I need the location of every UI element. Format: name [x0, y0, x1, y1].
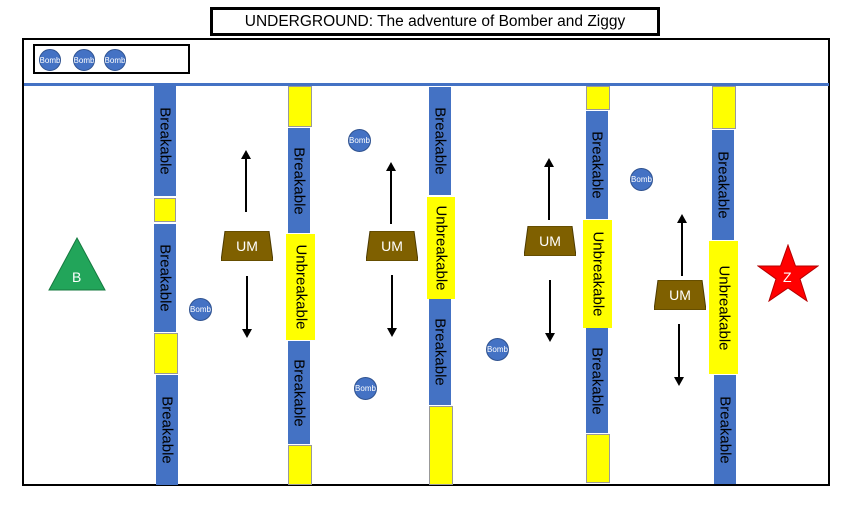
field-bomb: Bomb [486, 338, 509, 361]
inventory-bomb: Bomb [39, 49, 61, 71]
breakable-wall: Breakable [429, 87, 451, 195]
um-enemy: UM [221, 231, 273, 261]
empty-gap [154, 198, 176, 222]
unbreakable-wall: Unbreakable [583, 220, 612, 328]
unbreakable-wall: Unbreakable [427, 197, 455, 299]
up-arrow-icon [544, 158, 554, 220]
um-enemy-shape [524, 226, 576, 256]
empty-gap [288, 445, 312, 485]
um-enemy: UM [654, 280, 706, 310]
breakable-wall: Breakable [288, 128, 310, 233]
breakable-wall: Breakable [154, 86, 176, 196]
breakable-wall: Breakable [288, 341, 310, 444]
ziggy-star-icon [756, 243, 820, 303]
unbreakable-wall: Unbreakable [709, 241, 738, 374]
game-title: UNDERGROUND: The adventure of Bomber and… [210, 7, 660, 36]
field-bomb: Bomb [354, 377, 377, 400]
um-enemy: UM [366, 231, 418, 261]
inventory-bomb: Bomb [104, 49, 126, 71]
um-enemy-shape [366, 231, 418, 261]
breakable-wall: Breakable [712, 130, 734, 240]
bomber-player: B [48, 236, 106, 291]
empty-gap [586, 86, 610, 110]
bomber-label: B [72, 269, 82, 285]
up-arrow-icon [677, 214, 687, 276]
empty-gap [288, 86, 312, 127]
empty-gap [429, 406, 453, 485]
field-bomb: Bomb [630, 168, 653, 191]
breakable-wall: Breakable [586, 111, 608, 219]
ziggy-target: Z [756, 243, 820, 303]
empty-gap [154, 333, 178, 374]
breakable-wall: Breakable [429, 299, 451, 405]
um-enemy: UM [524, 226, 576, 256]
down-arrow-icon [242, 276, 252, 338]
breakable-wall: Breakable [156, 375, 178, 485]
breakable-wall: Breakable [714, 375, 736, 484]
ziggy-label: Z [783, 269, 792, 285]
field-bomb: Bomb [348, 129, 371, 152]
hud-divider [24, 83, 829, 86]
up-arrow-icon [386, 162, 396, 224]
up-arrow-icon [241, 150, 251, 212]
bomber-triangle-icon [48, 236, 106, 291]
down-arrow-icon [674, 324, 684, 386]
bomb-inventory: Bomb Bomb Bomb [33, 44, 190, 74]
down-arrow-icon [387, 275, 397, 337]
empty-gap [712, 86, 736, 129]
inventory-bomb: Bomb [73, 49, 95, 71]
down-arrow-icon [545, 280, 555, 342]
breakable-wall: Breakable [154, 224, 176, 332]
empty-gap [586, 434, 610, 483]
unbreakable-wall: Unbreakable [286, 234, 315, 340]
field-bomb: Bomb [189, 298, 212, 321]
um-enemy-shape [221, 231, 273, 261]
um-enemy-shape [654, 280, 706, 310]
breakable-wall: Breakable [586, 328, 608, 433]
